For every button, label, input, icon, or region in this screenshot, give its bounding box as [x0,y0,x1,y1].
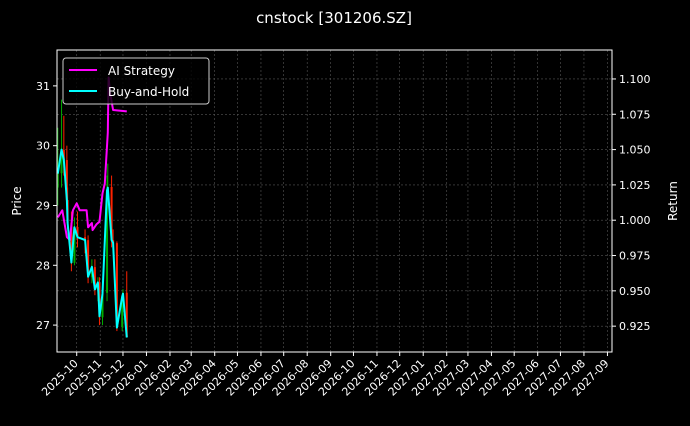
y-axis-right: 0.925 0.950 0.975 1.000 1.025 1.050 1.075 1.100 [612,73,651,333]
y-right-tick-label: 0.950 [619,285,651,298]
candle-body [121,296,124,327]
y-left-tick-label: 29 [36,199,50,212]
y-right-tick-label: 1.000 [619,214,651,227]
legend-label-bh: Buy-and-Hold [108,85,189,99]
candle-body [60,149,63,174]
candle-body [106,189,109,293]
grid [57,50,612,352]
candle-body [87,240,90,278]
y-left-tick-label: 31 [36,80,50,93]
y-left-tick-label: 28 [36,259,50,272]
candle-body [73,227,76,263]
candle-body [125,292,128,338]
candle-body [62,149,65,161]
y-right-tick-label: 1.100 [619,73,651,86]
legend-box [62,57,210,105]
buy-and-hold-line [56,148,128,338]
x-axis: 2025-102025-112025-122026-012026-022026-… [39,352,612,399]
y-right-tick-label: 0.975 [619,250,651,263]
candle-body [93,267,96,290]
legend: AI Strategy Buy-and-Hold [62,57,210,105]
y-axis-left: 27 28 29 30 31 [36,80,57,332]
y-right-tick-label: 1.075 [619,108,651,121]
y-right-tick-label: 0.925 [619,320,651,333]
candle-body [110,186,113,241]
y-right-tick-label: 1.025 [619,179,651,192]
candle-body [115,243,118,327]
y-left-tick-label: 27 [36,319,50,332]
y-axis-left-label: Price [10,186,24,215]
candle-body [65,160,68,201]
candle-body [84,237,87,241]
candle-body [70,222,73,263]
plot-frame [56,49,613,353]
chart-title: cnstock [301206.SZ] [256,9,412,27]
candle-body [101,292,104,318]
y-right-tick-label: 1.050 [619,144,651,157]
candle-body [76,227,79,238]
y-axis-right-label: Return [666,181,680,221]
legend-label-ai: AI Strategy [108,64,175,78]
candle-body [56,173,59,188]
y-left-tick-label: 30 [36,140,50,153]
